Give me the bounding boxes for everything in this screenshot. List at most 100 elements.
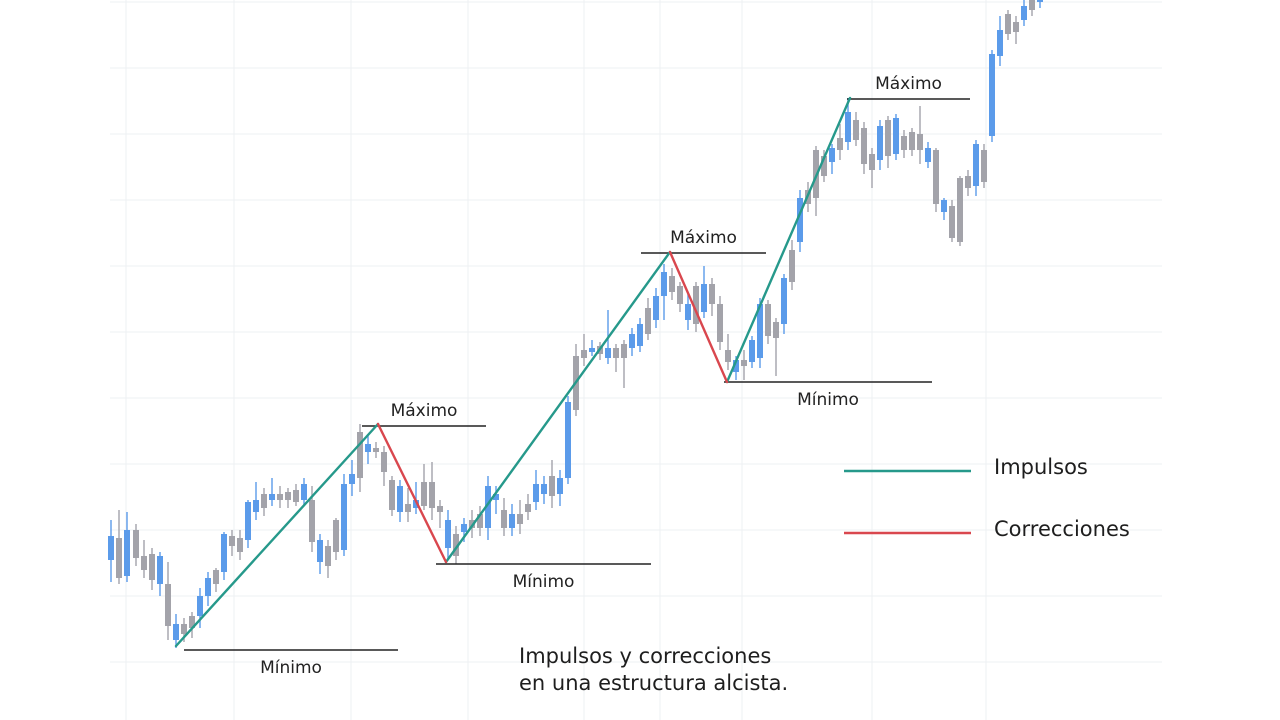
caption-line-1: Impulsos y correcciones: [519, 644, 771, 668]
candle-109: [981, 144, 987, 188]
candle-68: [653, 288, 659, 328]
candle-53: [533, 470, 539, 510]
correction-line-1: [668, 250, 729, 384]
candle-34: [381, 446, 387, 486]
candle-80: [749, 336, 755, 368]
candle-66: [637, 318, 643, 352]
candle-1: [116, 510, 122, 584]
candle-86: [797, 190, 803, 252]
candle-105: [949, 200, 955, 242]
candle-39: [421, 464, 427, 510]
candle-74: [701, 266, 707, 318]
candle-35: [389, 476, 395, 516]
candle-106: [957, 176, 963, 246]
candle-54: [541, 476, 547, 504]
candle-99: [901, 130, 907, 158]
candle-101: [917, 106, 923, 164]
candle-111: [997, 16, 1003, 66]
level-label-4: Mínimo: [797, 390, 859, 410]
candle-69: [661, 264, 667, 320]
level-label-0: Mínimo: [260, 658, 322, 678]
candle-70: [669, 268, 675, 300]
grid: [110, 0, 1162, 720]
candle-20: [269, 478, 275, 506]
candle-0: [108, 520, 114, 582]
candle-30: [349, 460, 355, 496]
candle-26: [317, 534, 323, 574]
candle-71: [677, 282, 683, 312]
candle-65: [629, 328, 635, 356]
candle-40: [429, 462, 435, 520]
candle-38: [413, 482, 419, 514]
candle-49: [501, 498, 507, 536]
correction-line-0: [376, 422, 448, 564]
candle-32: [365, 436, 371, 464]
candle-97: [885, 116, 891, 168]
candle-73: [693, 282, 699, 332]
candle-10: [189, 612, 195, 638]
candle-103: [933, 148, 939, 212]
candle-104: [941, 198, 947, 220]
candle-4: [141, 540, 147, 578]
candle-42: [445, 510, 451, 560]
candle-47: [485, 476, 491, 540]
candle-21: [277, 486, 283, 508]
candle-67: [645, 298, 651, 340]
candle-115: [1029, 0, 1035, 16]
candle-33: [373, 442, 379, 458]
candle-27: [325, 540, 331, 578]
candle-90: [829, 144, 835, 174]
level-label-1: Máximo: [391, 401, 458, 421]
candle-50: [509, 504, 515, 536]
impulse-line-2: [725, 96, 852, 384]
candle-16: [237, 530, 243, 560]
candle-102: [925, 142, 931, 168]
legend-impulse-label: Impulsos: [994, 455, 1088, 479]
candle-108: [973, 140, 979, 196]
candle-29: [341, 474, 347, 556]
candle-59: [581, 334, 587, 366]
candle-60: [589, 340, 595, 356]
caption: Impulsos y correcciones en una estructur…: [519, 644, 788, 695]
candle-43: [453, 526, 459, 564]
candle-56: [557, 470, 563, 506]
candle-113: [1013, 16, 1019, 44]
candle-116: [1037, 0, 1043, 8]
candle-15: [229, 530, 235, 556]
candle-76: [717, 296, 723, 350]
caption-line-2: en una estructura alcista.: [519, 671, 788, 695]
candle-100: [909, 128, 915, 156]
candle-22: [285, 488, 291, 508]
candle-28: [333, 518, 339, 560]
candle-84: [781, 274, 787, 334]
level-label-5: Máximo: [875, 74, 942, 94]
wave-lines: [174, 96, 852, 648]
level-label-3: Máximo: [670, 228, 737, 248]
candle-110: [989, 50, 995, 142]
candle-98: [893, 114, 899, 160]
candle-14: [221, 532, 227, 580]
candle-46: [477, 506, 483, 536]
candle-51: [517, 500, 523, 534]
candle-48: [493, 486, 499, 514]
candle-96: [877, 120, 883, 170]
candle-23: [293, 484, 299, 506]
candle-81: [757, 298, 763, 368]
candle-37: [405, 488, 411, 522]
candle-18: [253, 482, 259, 520]
candle-6: [157, 552, 163, 596]
candle-94: [861, 122, 867, 174]
candle-19: [261, 488, 267, 516]
candle-92: [845, 98, 851, 150]
levels: Mínimo Máximo Mínimo Máximo Mínimo Máximo: [184, 74, 970, 678]
candle-3: [133, 524, 139, 566]
candle-64: [621, 340, 627, 388]
legend: Impulsos Correcciones: [844, 455, 1130, 541]
candle-85: [789, 240, 795, 290]
candle-31: [357, 424, 363, 492]
impulse-line-1: [444, 250, 672, 564]
candle-2: [124, 512, 130, 582]
candle-52: [525, 494, 531, 520]
candle-112: [1005, 10, 1011, 40]
